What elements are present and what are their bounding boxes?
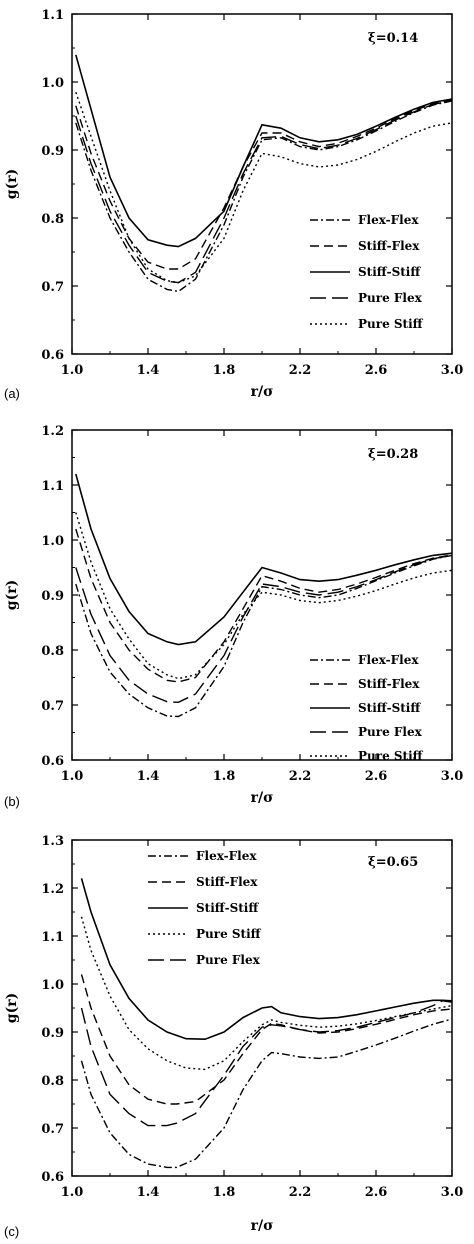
x-tick-label: 2.2	[289, 769, 312, 784]
x-axis-label: r/σ	[251, 384, 274, 400]
legend-entry: Pure Flex	[196, 953, 261, 967]
legend-entry: Stiff-Stiff	[358, 265, 421, 279]
chart-svg-c: 1.0 1.4 1.8 2.2 2.6 3.0 0.6 0.7 0.8 0.9 1.0 1.1 1.2 1…	[4, 834, 464, 1239]
y-tick-label: 0.6	[41, 754, 64, 769]
panel-label: (b)	[4, 794, 20, 809]
series-line-stiff-flex	[75, 99, 453, 270]
y-tick-label: 1.0	[41, 978, 64, 993]
x-tick-label: 1.8	[213, 769, 236, 784]
legend-entry: Pure Stiff	[358, 749, 424, 763]
legend-entry: Pure Flex	[358, 291, 423, 305]
x-tick-label: 3.0	[441, 1185, 464, 1200]
x-tick-label: 3.0	[441, 769, 464, 784]
y-tick-label: 0.9	[41, 144, 64, 159]
chart-svg-a: 1.0 1.4 1.8 2.2 2.6 3.0 0.6 0.7 0.8 0.9 1.0 1.1 r/σ g…	[4, 8, 464, 401]
series-line-pure-flex	[75, 99, 453, 284]
chart-svg-b: 1.0 1.4 1.8 2.2 2.6 3.0 0.6 0.7 0.8 0.9 1.0 1.1 1.2 r…	[4, 424, 464, 809]
y-tick-label: 0.7	[41, 280, 64, 295]
x-tick-label: 1.4	[137, 363, 160, 378]
xi-annotation: ξ=0.65	[368, 855, 418, 870]
y-tick-label: 0.9	[41, 589, 64, 604]
x-tick-label: 1.4	[137, 769, 160, 784]
x-tick-label: 2.6	[365, 1185, 388, 1200]
series-line-pure-flex	[75, 554, 453, 704]
series-line-pure-stiff	[75, 91, 453, 284]
y-tick-label: 1.2	[41, 882, 64, 897]
y-tick-label: 0.9	[41, 1026, 64, 1041]
panel-label: (c)	[4, 1224, 19, 1239]
y-tick-label: 0.8	[41, 1074, 64, 1089]
series-line-stiff-stiff	[80, 878, 453, 1041]
y-tick-label: 0.7	[41, 1122, 64, 1137]
legend-entry: Stiff-Stiff	[196, 901, 259, 915]
legend-entry: Pure Flex	[358, 725, 423, 739]
y-tick-label: 0.8	[41, 644, 64, 659]
x-tick-label: 2.6	[365, 363, 388, 378]
y-axis-label: g(r)	[4, 169, 20, 199]
y-tick-label: 1.0	[41, 534, 64, 549]
legend-entry: Stiff-Stiff	[358, 701, 421, 715]
legend-entry: Pure Stiff	[358, 317, 424, 331]
y-tick-label: 1.1	[41, 930, 64, 945]
xi-annotation: ξ=0.14	[368, 31, 418, 46]
legend-entry: Flex-Flex	[358, 653, 419, 667]
legend-entry: Flex-Flex	[358, 213, 419, 227]
y-axis-label: g(r)	[4, 993, 20, 1023]
y-tick-label: 1.3	[41, 834, 64, 849]
xi-annotation: ξ=0.28	[368, 447, 418, 462]
y-tick-label: 1.2	[41, 424, 64, 439]
chart-panel-c: 1.0 1.4 1.8 2.2 2.6 3.0 0.6 0.7 0.8 0.9 1.0 1.1 1.2 1…	[0, 828, 474, 1242]
y-tick-label: 0.6	[41, 1170, 64, 1185]
x-axis-label: r/σ	[251, 1218, 274, 1234]
y-tick-label: 1.1	[41, 8, 64, 23]
x-tick-label: 1.0	[61, 769, 84, 784]
y-tick-label: 0.8	[41, 212, 64, 227]
series-line-flex-flex	[75, 554, 453, 718]
x-tick-label: 1.8	[213, 1185, 236, 1200]
series-line-flex-flex	[80, 1018, 453, 1169]
legend-entry: Pure Stiff	[196, 927, 262, 941]
x-tick-label: 1.8	[213, 363, 236, 378]
series-line-stiff-flex	[80, 974, 453, 1105]
y-tick-label: 1.1	[41, 479, 64, 494]
series-line-pure-flex	[80, 1000, 453, 1127]
legend-entry: Stiff-Flex	[358, 677, 420, 691]
series-line-pure-stiff	[80, 916, 453, 1071]
legend-entry: Flex-Flex	[196, 849, 257, 863]
y-tick-label: 0.6	[41, 348, 64, 363]
y-axis-label: g(r)	[4, 580, 20, 610]
series-line-stiff-stiff	[75, 54, 453, 248]
y-tick-label: 1.0	[41, 76, 64, 91]
x-tick-label: 1.4	[137, 1185, 160, 1200]
x-tick-label: 3.0	[441, 363, 464, 378]
x-tick-label: 2.2	[289, 1185, 312, 1200]
series-line-stiff-flex	[75, 528, 453, 683]
x-tick-label: 2.2	[289, 363, 312, 378]
series-line-stiff-stiff	[75, 473, 453, 646]
chart-panel-a: 1.0 1.4 1.8 2.2 2.6 3.0 0.6 0.7 0.8 0.9 1.0 1.1 r/σ g…	[0, 0, 474, 414]
series-line-flex-flex	[75, 100, 453, 293]
x-tick-label: 1.0	[61, 363, 84, 378]
x-axis-label: r/σ	[251, 790, 274, 806]
chart-panel-b: 1.0 1.4 1.8 2.2 2.6 3.0 0.6 0.7 0.8 0.9 1.0 1.1 1.2 r…	[0, 414, 474, 828]
legend-entry: Stiff-Flex	[196, 875, 258, 889]
y-tick-label: 0.7	[41, 699, 64, 714]
x-tick-label: 1.0	[61, 1185, 84, 1200]
panel-label: (a)	[4, 386, 20, 401]
legend-entry: Stiff-Flex	[358, 239, 420, 253]
x-tick-label: 2.6	[365, 769, 388, 784]
